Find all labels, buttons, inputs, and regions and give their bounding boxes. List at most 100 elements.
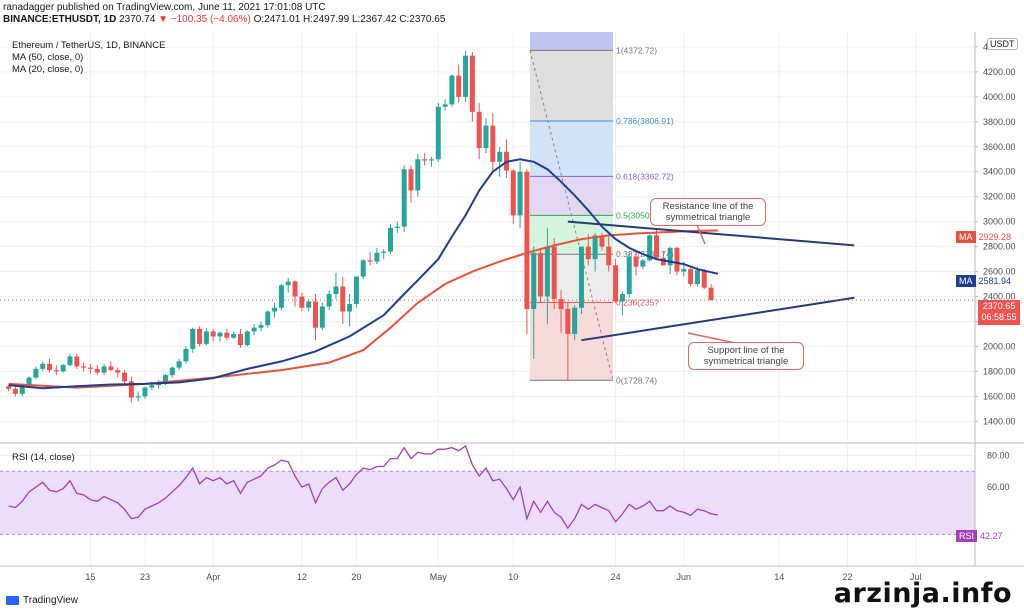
candle-body	[626, 256, 632, 295]
candle-body	[640, 260, 646, 267]
candle	[285, 277, 291, 293]
candle	[313, 294, 318, 341]
currency-button[interactable]: USDT	[987, 38, 1018, 50]
ma20-line	[8, 158, 719, 390]
rsi-legend[interactable]: RSI (14, close)	[12, 452, 75, 463]
candle-body	[162, 375, 168, 384]
candle	[237, 328, 243, 348]
rsi-tag-value: 42.27	[977, 530, 1006, 542]
rsi-line	[8, 444, 719, 530]
ma50-price-tag: MA 2929.28	[956, 231, 1015, 243]
ohlc-values: O:2471.01 H:2497.99 L:2367.42 C:2370.65	[253, 14, 446, 25]
candle	[292, 280, 298, 307]
candle	[565, 302, 571, 381]
x-tick-label: Jul	[910, 572, 922, 582]
candle	[408, 165, 414, 203]
candle-body	[667, 247, 673, 266]
candle	[251, 323, 257, 336]
candle-body	[156, 383, 162, 386]
candle-body	[381, 251, 387, 253]
candle	[401, 165, 407, 232]
x-tick-label: Apr	[206, 572, 220, 582]
support-annotation: Support line of the symmetrical triangle	[688, 342, 804, 370]
price-axis-label: 4000.00	[983, 92, 1016, 102]
rsi-band	[0, 471, 975, 535]
candle-body	[388, 227, 394, 252]
price-axis-label: 3200.00	[983, 192, 1016, 202]
ma20-legend[interactable]: MA (20, close, 0)	[12, 64, 84, 75]
candle	[469, 51, 475, 122]
price-axis-label: 2000.00	[983, 341, 1016, 351]
x-tick-label: 15	[85, 572, 95, 582]
x-tick-label: 20	[351, 572, 361, 582]
candle	[415, 154, 421, 197]
candle-body	[449, 75, 455, 105]
candle-body	[510, 170, 516, 216]
candle-body	[74, 356, 80, 367]
candle	[101, 363, 107, 376]
candle-body	[606, 246, 612, 266]
fib-zone	[530, 254, 613, 303]
fib-level-label: 1(4372.72)	[616, 45, 657, 55]
candle-body	[674, 247, 680, 272]
candle	[67, 353, 73, 367]
candle-body	[285, 281, 291, 286]
rsi-value-tag: RSI 42.27	[956, 530, 1006, 542]
candle	[203, 327, 209, 346]
candle	[176, 358, 182, 371]
candle	[456, 64, 462, 104]
candle-body	[694, 270, 700, 285]
candle-body	[469, 55, 475, 112]
candle	[108, 361, 114, 372]
candle-body	[483, 125, 489, 149]
candle	[667, 246, 673, 275]
candle-body	[422, 159, 428, 161]
candle	[244, 330, 250, 347]
candle	[544, 227, 550, 324]
candle	[183, 346, 189, 364]
x-tick-label: 12	[297, 572, 307, 582]
candle-body	[299, 296, 305, 308]
candle-body	[551, 246, 557, 300]
candle	[340, 276, 346, 324]
candle-body	[531, 252, 537, 309]
candle-body	[524, 171, 530, 309]
candle-body	[688, 269, 694, 285]
candle	[231, 331, 237, 339]
candle-body	[681, 269, 687, 272]
candle	[572, 305, 578, 341]
candle	[190, 327, 196, 353]
symbol-ohlc-line: BINANCE:ETHUSDT, 1D 2370.74 ▼ −100.35 (−…	[3, 14, 445, 25]
price-pane	[0, 32, 975, 440]
ma50-line	[8, 229, 718, 389]
candle-body	[333, 286, 339, 295]
candle	[81, 362, 87, 372]
ma50-legend[interactable]: MA (50, close, 0)	[12, 52, 84, 63]
candle-body	[306, 301, 312, 308]
candle-body	[258, 325, 264, 328]
candle-body	[701, 270, 707, 288]
candle-body	[251, 327, 257, 332]
candle-body	[538, 252, 544, 297]
candle-body	[517, 171, 523, 216]
candle	[640, 259, 646, 270]
candle-body	[6, 386, 12, 389]
tradingview-logo[interactable]: TradingView	[6, 595, 78, 606]
fib-zone	[530, 50, 613, 121]
tradingview-logo-icon	[6, 595, 19, 605]
candle-body	[265, 311, 271, 326]
ma50-tag-value: 2929.28	[975, 231, 1015, 243]
candle-body	[394, 226, 400, 228]
candle	[87, 363, 93, 374]
candle	[142, 386, 148, 399]
candle	[169, 366, 175, 378]
candle	[94, 365, 100, 376]
candle	[224, 328, 230, 341]
candle	[449, 74, 455, 107]
candle-body	[374, 252, 380, 262]
candle	[558, 290, 564, 333]
candle-body	[592, 235, 598, 260]
candle-body	[367, 260, 373, 262]
fib-extension-zone	[530, 32, 613, 51]
